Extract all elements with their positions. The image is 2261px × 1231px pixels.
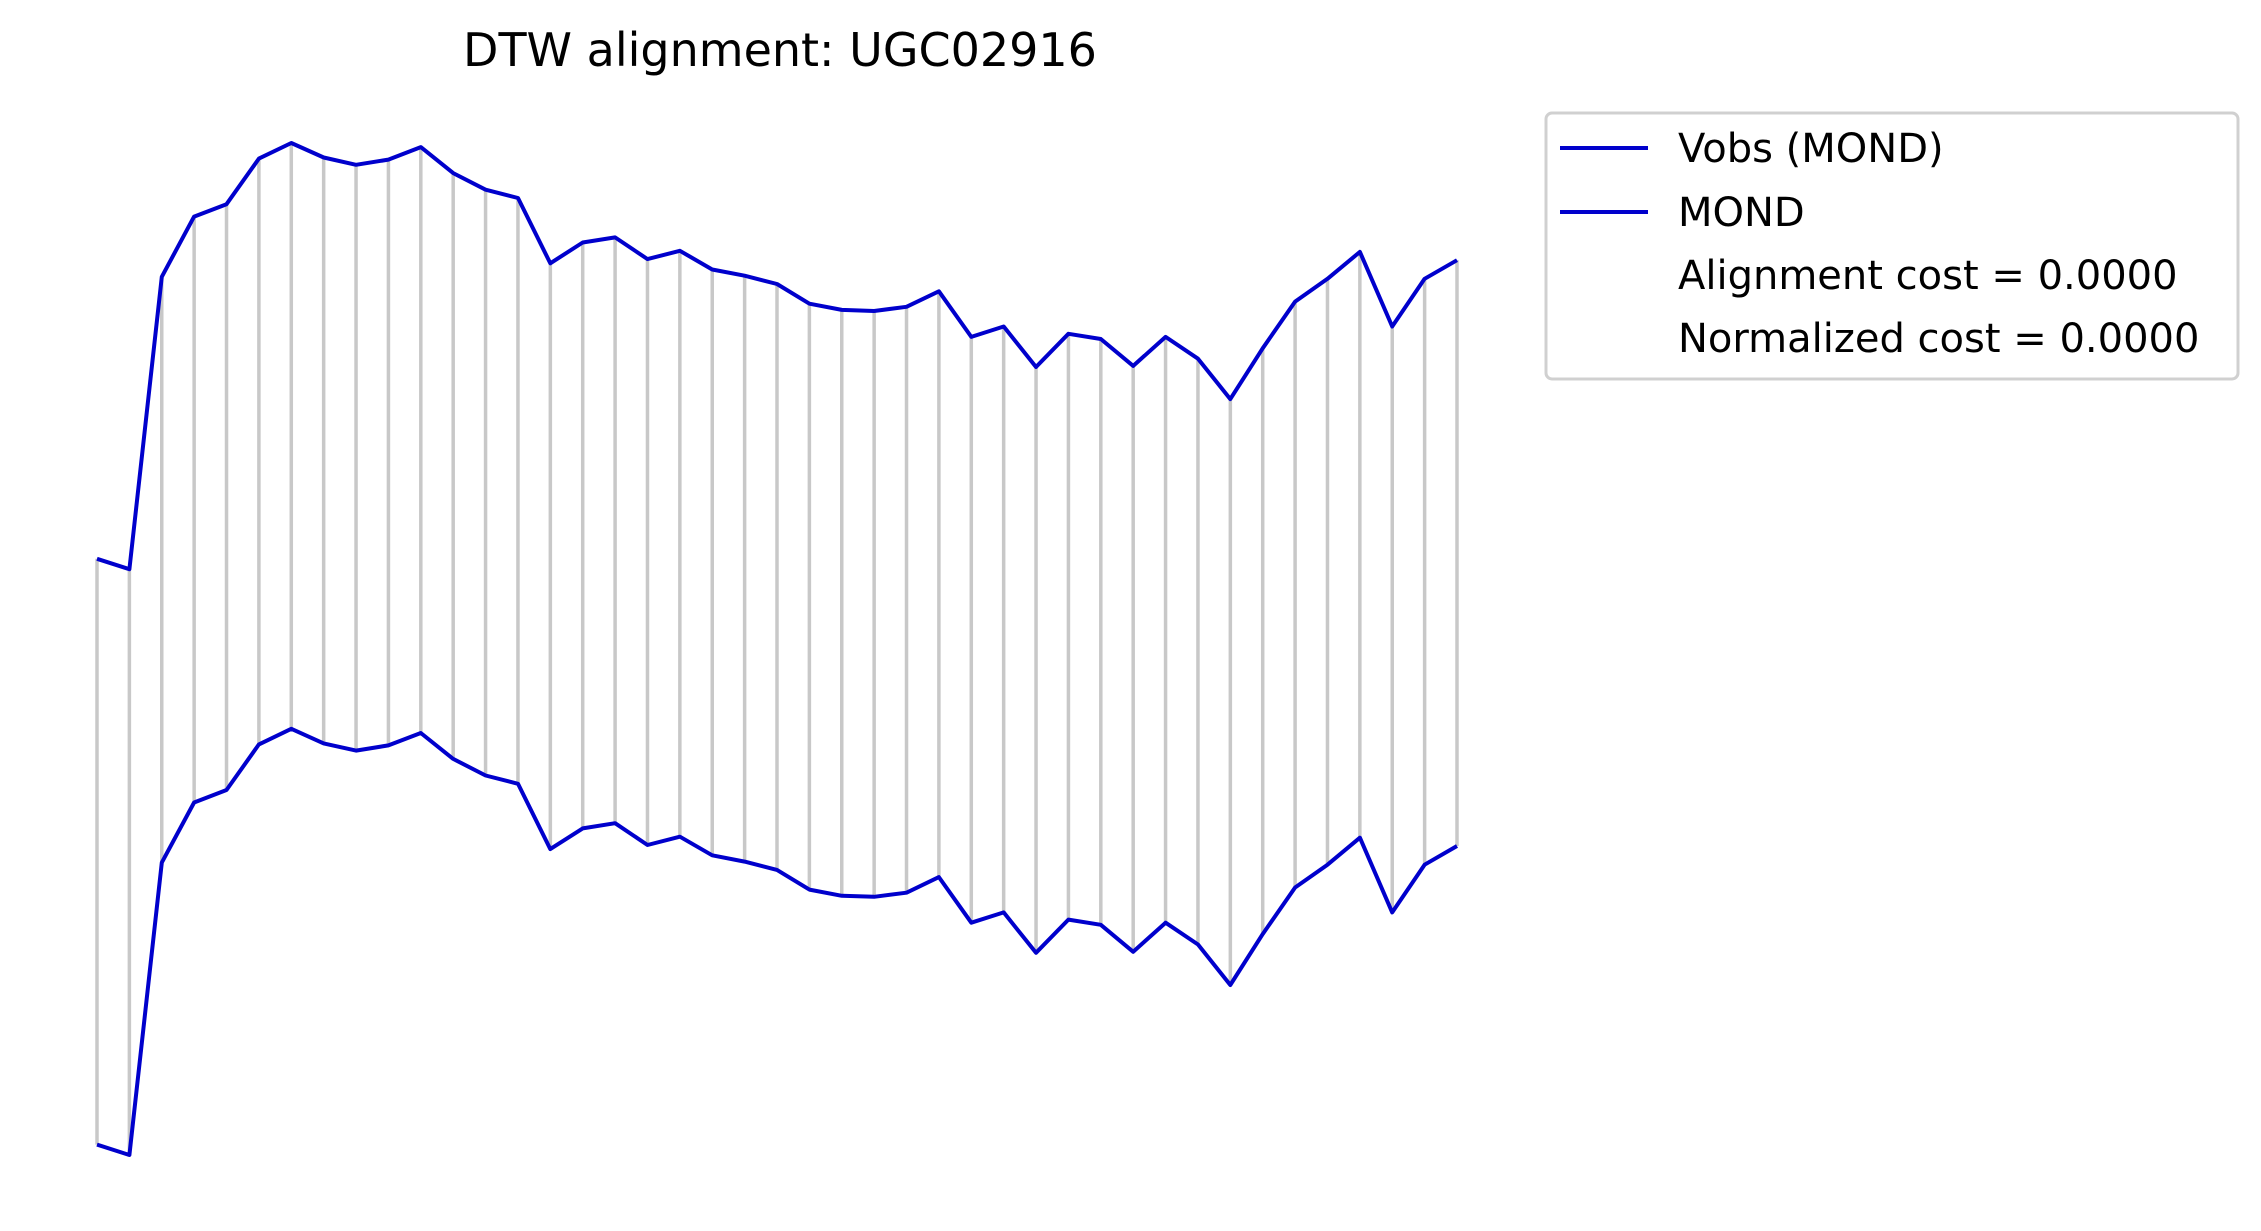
- series-layer: [96, 141, 1458, 1157]
- legend-frame: [1544, 111, 2240, 381]
- legend-alignment-cost: Alignment cost = 0.0000: [1678, 253, 2178, 299]
- legend-label-vobs: Vobs (MOND): [1678, 126, 1944, 172]
- alignment-connectors: [95, 143, 1459, 1155]
- series-line-vobs-mond: [96, 141, 1458, 572]
- legend-label-mond: MOND: [1678, 190, 1805, 236]
- legend-normalized-cost: Normalized cost = 0.0000: [1678, 316, 2199, 362]
- series-line-mond: [96, 726, 1458, 1157]
- legend: Vobs (MOND) MOND Alignment cost = 0.0000…: [1544, 111, 2240, 381]
- chart-title: DTW alignment: UGC02916: [463, 23, 1097, 77]
